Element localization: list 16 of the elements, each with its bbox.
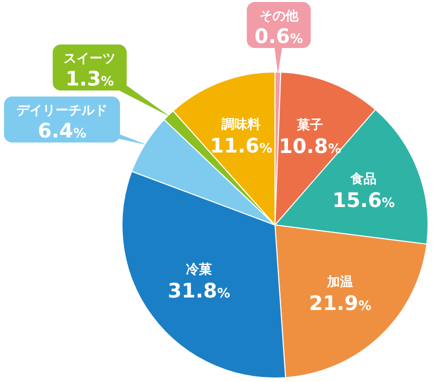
slice-label: スイーツ: [64, 51, 116, 66]
slice-label: 加温: [326, 274, 354, 290]
data-label: 0.6%: [254, 24, 304, 48]
data-label: 6.4%: [38, 118, 86, 142]
slice-label: 冷菓: [186, 262, 212, 278]
slice-label: 調味料: [222, 116, 261, 132]
data-label: 21.9%: [308, 290, 372, 315]
slice-label: 菓子: [296, 116, 323, 133]
slice-label: デイリーチルド: [16, 103, 108, 118]
slice-label: その他: [259, 9, 300, 24]
data-label: 11.6%: [210, 133, 272, 158]
data-label: 10.8%: [278, 134, 342, 158]
data-label: 1.3%: [65, 66, 114, 90]
data-label: 31.8%: [168, 278, 230, 303]
slice-label: 食品: [350, 172, 377, 188]
data-label: 15.6%: [332, 188, 395, 212]
